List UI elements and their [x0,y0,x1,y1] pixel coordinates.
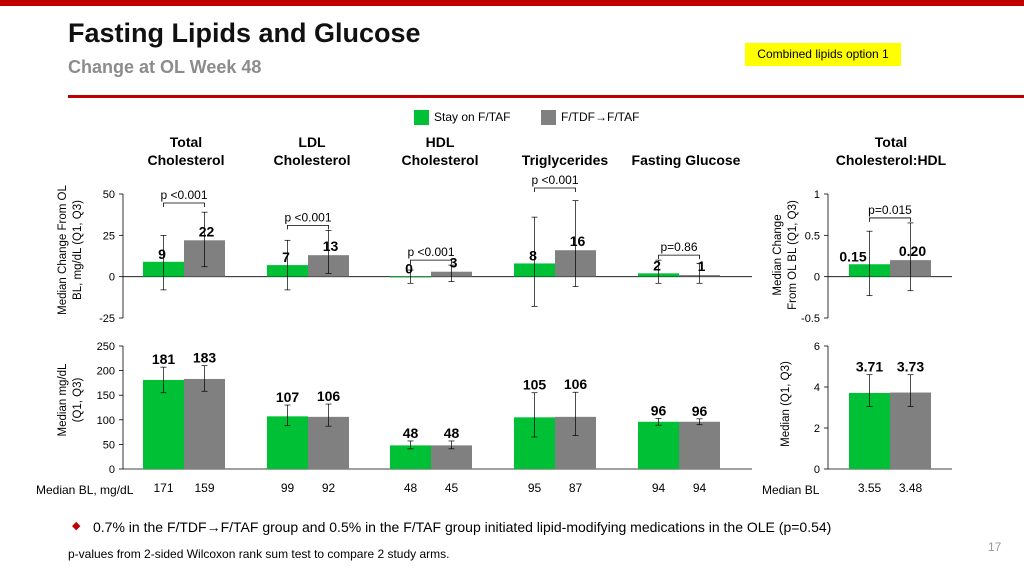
column-header-triglycerides: Triglycerides [521,152,609,168]
pvalue-footnote: p-values from 2-sided Wilcoxon rank sum … [68,547,450,561]
change-from-baseline-lipids-pvalue-label: p <0.001 [160,188,207,202]
absolute-values-lipids-baseline-value: 45 [445,481,459,495]
change-from-baseline-lipids-data-label: 9 [158,246,166,262]
absolute-values-lipids-data-label: 48 [403,425,419,441]
change-from-baseline-ratio-pvalue-label: p=0.015 [868,203,912,217]
change-from-baseline-lipids-data-label: 1 [698,258,706,274]
absolute-values-lipids-data-label: 107 [276,389,300,405]
absolute-values-lipids-data-label: 181 [152,351,176,367]
change-from-baseline-lipids-pvalue-bracket [534,187,576,192]
absolute-values-lipids-bar [390,445,431,469]
change-from-baseline-lipids-data-label: 13 [323,238,339,254]
change-from-baseline-lipids-y-tick-label: 0 [109,272,115,284]
change-from-baseline-lipids-data-label: 0 [405,261,413,277]
absolute-values-ratio-baseline-value: 3.55 [858,481,882,495]
legend-item-stay: Stay on F/TAF [414,109,510,125]
change-from-baseline-lipids-data-label: 8 [529,247,537,263]
absolute-values-ratio-y-tick-label: 6 [814,341,820,353]
absolute-values-ratio-baseline-value: 3.48 [899,481,923,495]
absolute-values-lipids-baseline-value: 94 [693,481,707,495]
change-from-baseline-ratio-pvalue-bracket [869,217,911,222]
column-header-hdl-cholesterol: HDL Cholesterol [401,134,479,168]
absolute-values-lipids-y-tick-label: 100 [97,415,115,427]
absolute-values-ratio-y-tick-label: 0 [814,464,820,476]
absolute-values-lipids-bar [143,379,184,469]
legend-item-switch: F/TDF→F/TAF [541,109,639,125]
change-from-baseline-lipids-pvalue-label: p <0.001 [531,173,578,187]
absolute-values-lipids-baseline-value: 171 [153,481,173,495]
change-from-baseline-lipids-data-label: 22 [199,223,215,239]
absolute-values-lipids-data-label: 106 [564,376,588,392]
change-from-baseline-ratio-data-label: 0.15 [839,248,866,264]
column-header-total-cholesterol: Total Cholesterol [147,134,225,168]
column-header-tc-hdl-ratio: Total Cholesterol:HDL [835,134,947,168]
absolute-values-lipids-baseline-value: 95 [528,481,542,495]
change-from-baseline-lipids-pvalue-bracket [163,202,205,207]
absolute-values-lipids-data-label: 105 [523,377,547,393]
change-from-baseline-ratio-y-tick-label: 1 [814,189,820,201]
option-tag: Combined lipids option 1 [745,43,901,66]
change-from-baseline-ratio-y-tick-label: 0.5 [805,230,820,242]
header-rule [68,95,1024,98]
absolute-values-lipids-bar [184,378,225,469]
change-from-baseline-lipids-y-tick-label: 50 [103,189,115,201]
note-bullet-icon: ◆ [72,520,81,532]
absolute-values-lipids-data-label: 106 [317,388,341,404]
absolute-values-lipids-data-label: 96 [651,402,667,418]
absolute-values-lipids-baseline-value: 94 [652,481,666,495]
legend-swatch-switch [541,109,556,125]
absolute-values-ratio-data-label: 3.71 [856,359,883,375]
top-accent-bar [0,0,1024,6]
change-from-baseline-lipids-pvalue-label: p <0.001 [407,245,454,259]
absolute-values-lipids-y-tick-label: 200 [97,366,115,378]
change-from-baseline-lipids-data-label: 7 [282,249,290,265]
absolute-values-ratio-y-tick-label: 2 [814,423,820,435]
change-from-baseline-ratio-y-tick-label: -0.5 [801,313,820,325]
absolute-values-lipids-y-tick-label: 250 [97,341,115,353]
page-number: 17 [988,540,1002,554]
lipid-medication-note: 0.7% in the F/TDF→F/TAF group and 0.5% i… [93,519,832,535]
change-from-baseline-lipids-data-label: 16 [570,233,586,249]
absolute-values-lipids-bar [638,421,679,469]
change-from-baseline-lipids-pvalue-bracket [658,254,700,260]
legend-label-stay: Stay on F/TAF [434,110,511,124]
slide-title: Fasting Lipids and Glucose [68,18,421,48]
absolute-values-lipids-data-label: 183 [193,350,217,366]
change-from-baseline-lipids-y-tick-label: 25 [103,230,115,242]
absolute-values-lipids-baseline-value: 159 [194,481,214,495]
absolute-values-lipids-data-label: 96 [692,403,708,419]
slide-subtitle: Change at OL Week 48 [68,57,262,77]
absolute-values-lipids-bar [679,421,720,469]
absolute-values-lipids-baseline-value: 48 [404,481,418,495]
column-header-fasting-glucose: Fasting Glucose [631,152,741,168]
column-header-ldl-cholesterol: LDL Cholesterol [273,134,351,168]
change-from-baseline-lipids-pvalue-bracket [287,224,329,230]
change-from-baseline-lipids-data-label: 2 [653,257,661,273]
change-from-baseline-lipids-pvalue-label: p=0.86 [660,240,697,254]
absolute-values-lipids-baseline-value: 99 [281,481,295,495]
change-from-baseline-lipids-y-tick-label: -25 [99,313,115,325]
absolute-values-lipids-bar [431,445,472,469]
baseline-row-label-left: Median BL, mg/dL [36,483,134,497]
absolute-values-lipids-data-label: 48 [444,425,460,441]
change-from-baseline-lipids-pvalue-bracket [410,259,452,265]
legend-swatch-stay [414,109,429,125]
absolute-values-lipids-y-tick-label: 0 [109,464,115,476]
change-from-baseline-ratio-data-label: 0.20 [899,243,926,259]
change-from-baseline-ratio-y-tick-label: 0 [814,272,820,284]
absolute-values-lipids-y-tick-label: 150 [97,390,115,402]
absolute-values-ratio-data-label: 3.73 [897,359,924,375]
absolute-values-lipids-baseline-value: 92 [322,481,336,495]
absolute-values-lipids-y-tick-label: 50 [103,439,115,451]
change-from-baseline-lipids-pvalue-label: p <0.001 [284,210,331,224]
legend-label-switch: F/TDF→F/TAF [561,110,640,124]
absolute-values-lipids-baseline-value: 87 [569,481,583,495]
absolute-values-ratio-y-tick-label: 4 [814,382,820,394]
baseline-row-label-right: Median BL [762,483,820,497]
change-from-baseline-lipids-data-label: 3 [450,255,458,271]
